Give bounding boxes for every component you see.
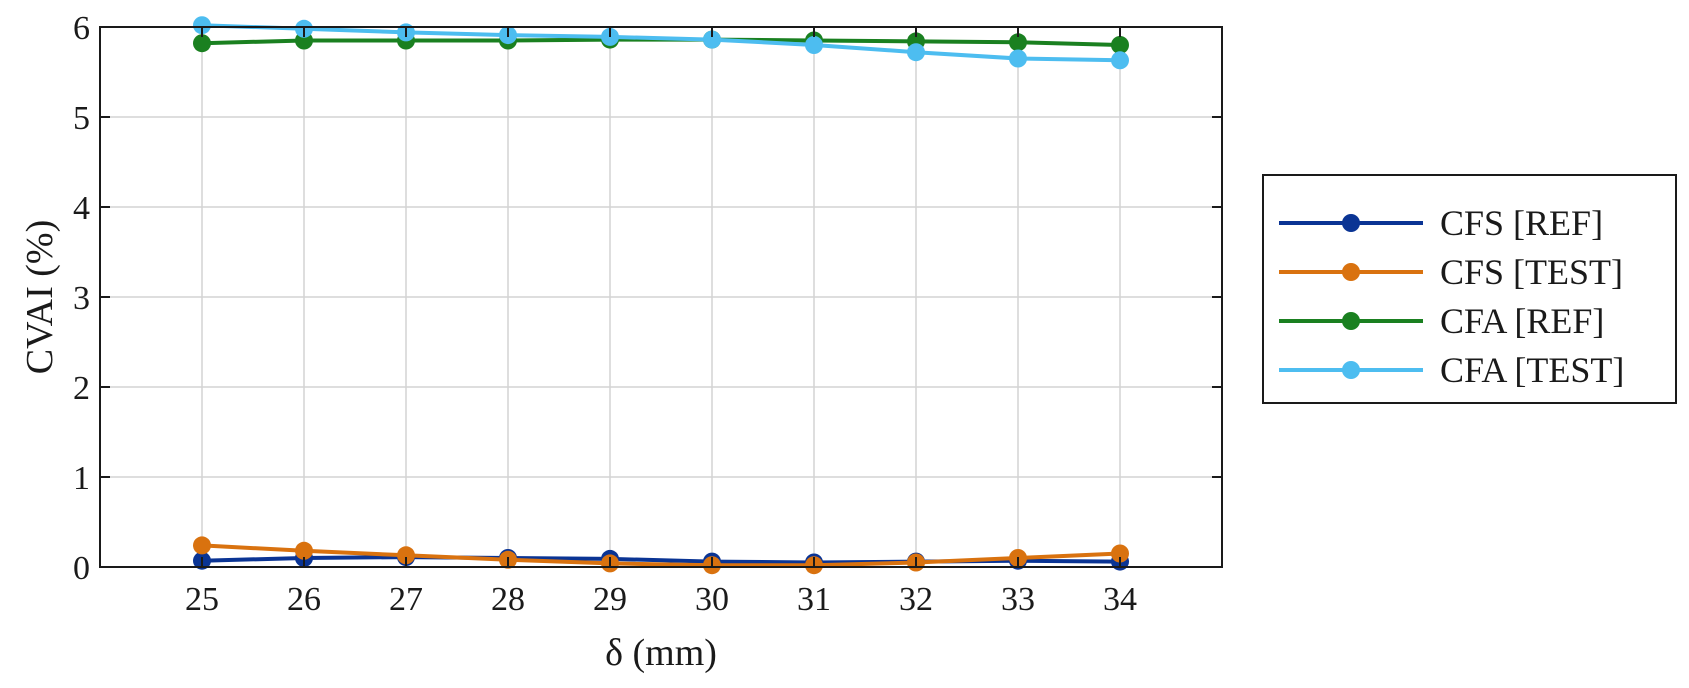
legend: CFS [REF] CFS [TEST] CFA [REF] CFA [TEST] (1262, 174, 1677, 404)
x-tick-label: 30 (695, 581, 729, 618)
y-tick-label: 6 (73, 10, 90, 47)
legend-swatch-marker (1342, 361, 1360, 379)
data-point (1111, 36, 1129, 54)
grid (100, 26, 1222, 568)
x-tick-label: 32 (899, 581, 933, 618)
x-tick-label: 29 (593, 581, 627, 618)
x-tick-label: 27 (389, 581, 423, 618)
x-tick-label: 31 (797, 581, 831, 618)
data-point (1111, 51, 1129, 70)
data-point (397, 546, 415, 565)
legend-item: CFS [TEST] (1279, 252, 1623, 292)
y-tick-label: 5 (73, 100, 90, 137)
x-tick-label: 26 (287, 581, 321, 618)
x-tick-label: 25 (185, 581, 219, 618)
y-tick-label: 2 (73, 370, 90, 407)
data-point (295, 541, 313, 560)
legend-label: CFA [REF] (1440, 301, 1604, 341)
legend-item: CFS [REF] (1279, 203, 1603, 243)
y-tick-label: 4 (73, 190, 90, 227)
x-tick-label: 34 (1103, 581, 1137, 618)
data-point (193, 16, 211, 35)
data-point (907, 43, 925, 62)
legend-label: CFS [TEST] (1440, 252, 1623, 292)
series-line (201, 23, 1121, 63)
y-tick-label: 3 (73, 280, 90, 317)
series-cfa-ref (193, 30, 1129, 54)
legend-swatch-marker (1342, 263, 1360, 281)
x-axis-label: δ (mm) (605, 632, 717, 674)
data-point (805, 36, 823, 54)
data-point (1009, 33, 1027, 52)
data-point (703, 30, 721, 49)
y-tick-label: 1 (73, 460, 90, 497)
legend-item: CFA [TEST] (1279, 350, 1624, 390)
x-tick-label: 28 (491, 581, 525, 618)
y-tick-label: 0 (73, 550, 90, 587)
data-point (193, 34, 211, 53)
data-point (1009, 49, 1027, 68)
x-tick-label: 33 (1001, 581, 1035, 618)
data-point (1111, 544, 1129, 563)
series-layer (193, 16, 1129, 575)
legend-swatch-marker (1342, 214, 1360, 232)
legend-item: CFA [REF] (1279, 301, 1604, 341)
legend-box (1262, 174, 1677, 404)
y-axis-label: CVAI (%) (19, 220, 61, 374)
legend-swatch-marker (1342, 312, 1360, 330)
series-line (201, 543, 1121, 568)
legend-label: CFA [TEST] (1440, 350, 1624, 390)
legend-label: CFS [REF] (1440, 203, 1603, 243)
series-line (201, 37, 1121, 47)
series-cfs-test (193, 536, 1129, 575)
data-point (193, 536, 211, 555)
